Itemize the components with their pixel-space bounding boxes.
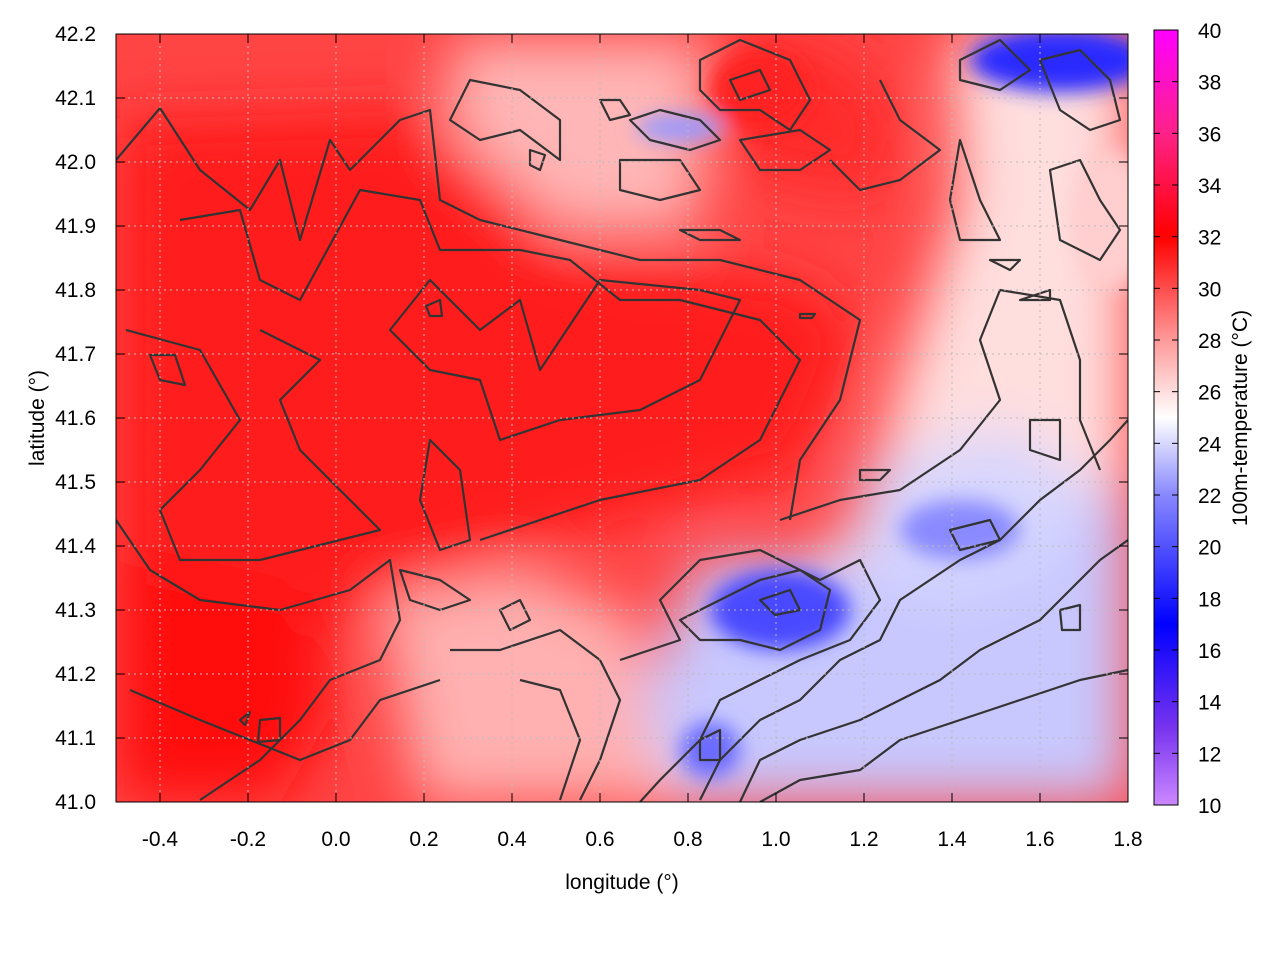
colorbar-tick-label: 40 [1198, 20, 1221, 43]
warm-pocket-east [1070, 150, 1128, 290]
x-axis-title: longitude (°) [565, 871, 678, 894]
y-tick-label: 41.0 [55, 791, 96, 814]
colorbar-tick-label: 38 [1198, 72, 1221, 95]
warm-core-region [120, 110, 860, 700]
x-tick-label: 1.8 [1113, 828, 1142, 851]
warm-pocket-north [710, 50, 810, 130]
y-tick-label: 41.4 [55, 535, 96, 558]
y-tick-label: 41.8 [55, 279, 96, 302]
x-tick-label: -0.4 [142, 828, 179, 851]
colorbar-tick-label: 36 [1198, 123, 1221, 146]
x-tick-label: -0.2 [230, 828, 266, 851]
cool-coast-pocket-b [680, 722, 740, 778]
x-tick-label: 0.0 [321, 828, 350, 851]
colorbar-tick-label: 14 [1198, 692, 1222, 715]
colorbar-tick-label: 16 [1198, 640, 1221, 663]
x-tick-label: 0.6 [585, 828, 614, 851]
mild-south-central-region [380, 570, 660, 802]
colorbar-title: 100m-temperature (°C) [1229, 310, 1252, 526]
y-tick-label: 42.0 [55, 151, 96, 174]
x-tick-label: 0.8 [673, 828, 702, 851]
colorbar-tick-label: 12 [1198, 743, 1221, 766]
x-tick-label: 0.2 [409, 828, 438, 851]
x-axis: -0.4 -0.2 0.0 0.2 0.4 0.6 0.8 1.0 1.2 1.4 1.6 1.8 [142, 34, 1143, 851]
colorbar-tick-label: 18 [1198, 588, 1221, 611]
cool-coast-pocket-a [710, 570, 850, 650]
y-tick-label: 41.7 [55, 343, 96, 366]
colorbar-tick-label: 10 [1198, 795, 1221, 818]
colorbar-tick-label: 34 [1198, 175, 1222, 198]
colorbar: 10 12 14 16 18 20 22 24 26 28 30 32 34 36 38 40 100m-te… [1153, 20, 1252, 818]
y-tick-label: 41.6 [55, 407, 96, 430]
cold-north-east-pocket [970, 34, 1128, 92]
y-tick-label: 41.9 [55, 215, 96, 238]
y-tick-label: 41.1 [55, 727, 96, 750]
y-axis-title: latitude (°) [26, 370, 49, 466]
x-tick-label: 1.4 [937, 828, 967, 851]
colorbar-tick-label: 30 [1198, 278, 1221, 301]
colorbar-tick-label: 26 [1198, 382, 1221, 405]
colorbar-tick-label: 32 [1198, 227, 1221, 250]
colorbar-tick-label: 28 [1198, 330, 1221, 353]
x-tick-label: 1.6 [1025, 828, 1054, 851]
y-axis: 41.0 41.1 41.2 41.3 41.4 41.5 41.6 41.7 41.8 41.9… [55, 23, 1128, 814]
x-tick-label: 0.4 [497, 828, 527, 851]
hot-southwest-region [116, 560, 340, 802]
y-tick-label: 42.2 [55, 23, 96, 46]
y-tick-label: 42.1 [55, 87, 96, 110]
y-tick-label: 41.3 [55, 599, 96, 622]
y-tick-label: 41.2 [55, 663, 96, 686]
colorbar-tick-label: 22 [1198, 485, 1221, 508]
colorbar-tick-label: 20 [1198, 537, 1221, 560]
heatmap-field [116, 34, 1128, 802]
x-tick-label: 1.0 [761, 828, 790, 851]
x-tick-label: 1.2 [849, 828, 878, 851]
y-tick-label: 41.5 [55, 471, 96, 494]
colorbar-tick-label: 24 [1198, 433, 1222, 456]
colorbar-ticks: 10 12 14 16 18 20 22 24 26 28 30 32 34 36 38 40 [1154, 20, 1222, 818]
colorbar-gradient [1153, 29, 1179, 806]
